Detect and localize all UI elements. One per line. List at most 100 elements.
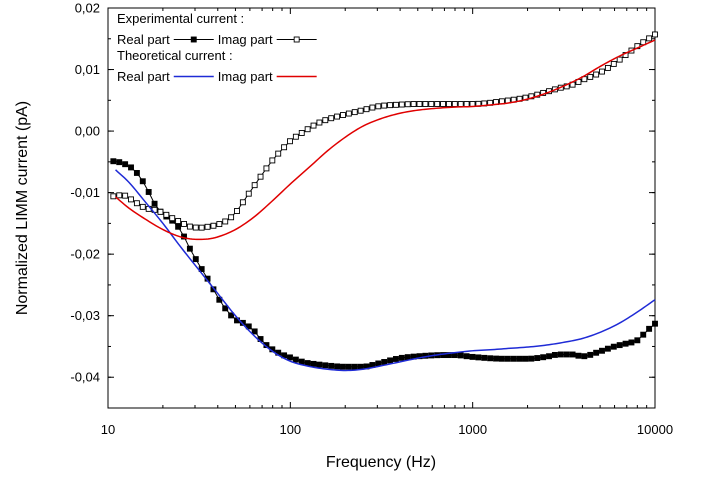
data-point	[275, 150, 282, 157]
data-point	[328, 362, 335, 369]
data-point	[269, 157, 276, 164]
data-point	[169, 215, 176, 222]
data-point	[434, 101, 441, 107]
data-point	[245, 323, 252, 330]
data-point	[404, 101, 411, 108]
legend-label: Real part	[117, 69, 170, 84]
data-point	[487, 355, 494, 362]
data-point	[393, 101, 399, 108]
data-point	[340, 363, 346, 370]
data-point	[404, 354, 411, 361]
legend-heading: Theoretical current :	[117, 48, 233, 63]
data-point	[451, 101, 458, 107]
data-point	[128, 196, 134, 203]
data-point	[116, 159, 123, 166]
data-point	[322, 117, 329, 124]
y-tick-labels: 0,02 0,01 0,00 -0,01 -0,02 -0,03 -0,04	[70, 1, 100, 385]
data-point	[251, 328, 258, 335]
data-point	[122, 161, 129, 168]
y-tick-label: -0,02	[70, 247, 100, 262]
data-point	[646, 325, 653, 332]
data-point	[210, 286, 217, 293]
y-tick-label: -0,04	[70, 370, 100, 385]
data-point	[192, 224, 199, 231]
data-point	[445, 101, 452, 107]
data-point	[428, 101, 435, 107]
data-point	[222, 218, 229, 225]
data-point	[210, 222, 217, 229]
data-point	[599, 347, 605, 354]
series-2	[115, 169, 656, 372]
data-point	[510, 355, 517, 362]
data-point	[646, 35, 653, 42]
data-point	[410, 101, 417, 107]
data-point	[463, 101, 470, 107]
data-point	[133, 170, 140, 176]
data-point	[445, 352, 452, 359]
data-point	[186, 223, 193, 230]
series-line	[113, 34, 656, 229]
data-point	[322, 362, 329, 369]
data-point	[181, 221, 187, 227]
data-point	[110, 193, 117, 200]
data-point	[239, 199, 246, 206]
x-tick-label: 1000	[458, 422, 487, 437]
data-point	[575, 352, 582, 359]
data-point	[287, 354, 293, 361]
data-point	[440, 101, 446, 107]
data-point	[375, 103, 382, 110]
data-point	[593, 71, 600, 78]
legend-swatch-marker	[190, 36, 197, 43]
data-point	[304, 360, 311, 367]
data-point	[192, 256, 199, 263]
data-point	[622, 340, 629, 347]
data-point	[628, 339, 635, 346]
data-point	[398, 354, 405, 361]
data-point	[175, 223, 182, 230]
data-point	[593, 349, 600, 356]
data-point	[640, 331, 647, 338]
data-point	[122, 192, 129, 199]
y-tick-label: 0,00	[75, 124, 100, 139]
data-point	[128, 164, 134, 171]
y-tick-label: 0,01	[75, 62, 100, 77]
data-point	[263, 165, 270, 172]
data-point	[298, 358, 305, 365]
data-point	[634, 337, 641, 344]
data-point	[522, 355, 529, 362]
data-point	[381, 102, 388, 109]
data-point	[239, 319, 246, 326]
data-point	[652, 31, 658, 38]
data-point	[393, 356, 399, 362]
data-point	[387, 102, 394, 109]
data-point	[457, 352, 464, 359]
data-point	[398, 101, 405, 108]
data-point	[557, 351, 564, 358]
x-tick-label: 10000	[637, 422, 673, 437]
data-point	[222, 305, 229, 312]
data-point	[516, 355, 523, 362]
y-tick-label: -0,03	[70, 308, 100, 323]
data-point	[551, 351, 558, 358]
data-point	[310, 122, 317, 129]
data-point	[457, 101, 464, 107]
data-point	[416, 101, 423, 107]
data-point	[251, 182, 258, 189]
y-tick-label: -0,01	[70, 185, 100, 200]
data-point	[198, 224, 205, 231]
data-point	[369, 104, 376, 111]
data-point	[116, 192, 123, 199]
legend-heading: Experimental current :	[117, 11, 244, 26]
data-point	[345, 363, 352, 370]
data-point	[375, 360, 382, 367]
data-point	[145, 189, 152, 195]
data-point	[610, 343, 617, 350]
data-point	[334, 113, 341, 120]
data-point	[345, 110, 352, 117]
data-point	[504, 355, 511, 362]
data-point	[528, 355, 535, 362]
x-tick-label: 10	[101, 422, 115, 437]
data-point	[534, 355, 541, 361]
data-point	[604, 64, 611, 71]
data-point	[546, 353, 552, 360]
